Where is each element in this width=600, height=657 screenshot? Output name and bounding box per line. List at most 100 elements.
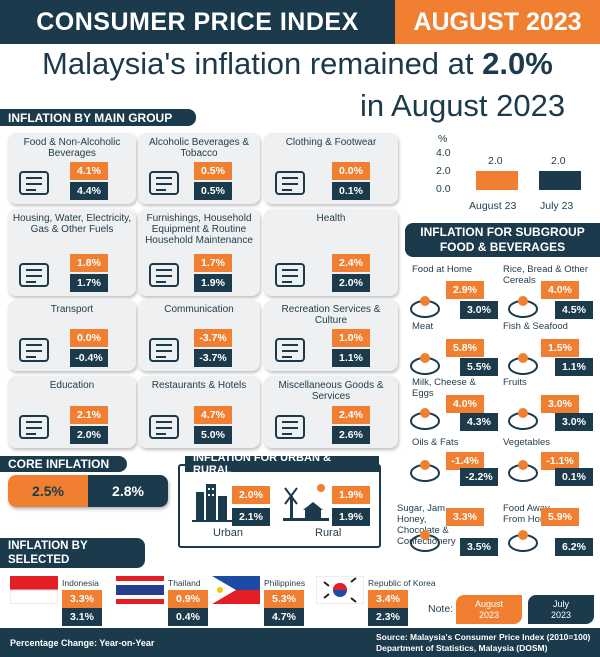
chart-ytick-0: 0.0 bbox=[436, 183, 451, 195]
transport-icon bbox=[16, 333, 52, 363]
subgroup-aug: 5.9% bbox=[541, 508, 579, 526]
burger-icon bbox=[506, 525, 540, 553]
note-legend-july: July 2023 bbox=[528, 595, 594, 624]
country-name: Thailand bbox=[168, 578, 201, 588]
footer-bar bbox=[0, 628, 600, 657]
sofa-icon bbox=[146, 258, 182, 288]
korea-flag-icon bbox=[315, 575, 365, 605]
meat-icon bbox=[408, 348, 442, 376]
main-group-label: Communication bbox=[164, 304, 234, 315]
core-aug: 2.5% bbox=[8, 475, 88, 507]
subgroup-title: INFLATION FOR SUBGROUP FOOD & BEVERAGES bbox=[405, 223, 600, 257]
main-group-aug: 1.0% bbox=[332, 329, 370, 347]
main-group-aug: 1.8% bbox=[70, 254, 108, 272]
indonesia-flag-icon bbox=[9, 576, 59, 605]
country-jul: 2.3% bbox=[368, 608, 408, 626]
subgroup-jul: 3.5% bbox=[460, 538, 498, 556]
rice-bread-icon bbox=[506, 291, 540, 319]
main-group-card: Education 2.1% 2.0% bbox=[8, 376, 136, 448]
chart-xlabel-jul: July 23 bbox=[540, 200, 574, 212]
subgroup-jul: -2.2% bbox=[460, 468, 498, 486]
chart-bar-august bbox=[476, 171, 518, 190]
milk-cheese-icon bbox=[408, 403, 442, 431]
subgroup-label: Milk, Cheese & Eggs bbox=[412, 377, 476, 399]
country-aug: 3.4% bbox=[368, 590, 408, 608]
headline-line2: in August 2023 bbox=[360, 88, 566, 123]
country-aug: 5.3% bbox=[264, 590, 304, 608]
urban-aug: 2.0% bbox=[232, 486, 270, 504]
headline-prefix: Malaysia's inflation remained at bbox=[42, 46, 483, 81]
core-pill: 2.5% 2.8% bbox=[8, 475, 168, 507]
rural-jul: 1.9% bbox=[332, 508, 370, 526]
main-group-card: Transport 0.0% -0.4% bbox=[8, 300, 136, 371]
main-group-label: Health bbox=[316, 213, 346, 224]
header-month: AUGUST 2023 bbox=[395, 0, 600, 44]
misc-goods-icon bbox=[272, 410, 308, 440]
main-group-jul: 1.1% bbox=[332, 349, 370, 367]
country-name: Philippines bbox=[264, 578, 306, 588]
main-group-label: Education bbox=[49, 380, 95, 391]
subgroup-jul: 5.5% bbox=[460, 358, 498, 376]
main-group-aug: 4.7% bbox=[194, 406, 232, 424]
confectionery-icon bbox=[408, 525, 442, 553]
groceries-icon bbox=[16, 166, 52, 196]
core-title: CORE INFLATION bbox=[0, 456, 127, 472]
footer-source: Source: Malaysia's Consumer Price Index … bbox=[376, 632, 591, 642]
subgroup-jul: 3.0% bbox=[555, 413, 593, 431]
subgroup-aug: -1.4% bbox=[446, 452, 484, 470]
headline-value: 2.0% bbox=[482, 46, 553, 81]
main-group-label: Furnishings, Household Equipment & Routi… bbox=[145, 213, 253, 246]
main-group-label: Restaurants & Hotels bbox=[151, 380, 247, 391]
country-jul: 0.4% bbox=[168, 608, 208, 626]
main-group-jul: -3.7% bbox=[194, 349, 232, 367]
subgroup-aug: 2.9% bbox=[446, 281, 484, 299]
main-group-aug: 4.1% bbox=[70, 162, 108, 180]
main-group-card: Alcoholic Beverages & Tobacco 0.5% 0.5% bbox=[138, 133, 260, 204]
urban-rural-title: INFLATION FOR URBAN & RURAL bbox=[185, 452, 379, 476]
main-group-label: Alcoholic Beverages & Tobacco bbox=[148, 137, 250, 159]
headline-line1: Malaysia's inflation remained at 2.0% bbox=[42, 46, 592, 82]
country-jul: 3.1% bbox=[62, 608, 102, 626]
main-group-jul: 2.6% bbox=[332, 426, 370, 444]
main-group-jul: 1.7% bbox=[70, 274, 108, 292]
main-group-card: Miscellaneous Goods & Services 2.4% 2.6% bbox=[264, 376, 398, 448]
clothes-rack-icon bbox=[272, 166, 308, 196]
footer-note: Percentage Change: Year-on-Year bbox=[10, 638, 155, 648]
oil-bottle-icon bbox=[408, 455, 442, 483]
main-group-card: Furnishings, Household Equipment & Routi… bbox=[138, 209, 260, 296]
main-group-aug: 0.5% bbox=[194, 162, 232, 180]
main-group-jul: -0.4% bbox=[70, 349, 108, 367]
urban-jul: 2.1% bbox=[232, 508, 270, 526]
main-group-aug: 2.4% bbox=[332, 406, 370, 424]
main-group-jul: 2.0% bbox=[70, 426, 108, 444]
main-group-label: Transport bbox=[50, 304, 94, 315]
chart-ytick-4: 4.0 bbox=[436, 147, 451, 159]
subgroup-label: Oils & Fats bbox=[412, 437, 459, 448]
note-label: Note: bbox=[428, 603, 454, 615]
countries-title: INFLATION BY SELECTED COUNTRIES bbox=[0, 538, 145, 580]
main-group-card: Health 2.4% 2.0% bbox=[264, 209, 398, 296]
main-group-jul: 4.4% bbox=[70, 182, 108, 200]
main-group-aug: 1.7% bbox=[194, 254, 232, 272]
main-group-label: Clothing & Footwear bbox=[285, 137, 377, 148]
subgroup-label: Fish & Seafood bbox=[503, 321, 568, 332]
chart-bar-july bbox=[539, 171, 581, 190]
subgroup-label: Meat bbox=[412, 321, 434, 332]
communication-icon bbox=[146, 333, 182, 363]
main-group-label: Housing, Water, Electricity, Gas & Other… bbox=[12, 213, 132, 235]
country-name: Republic of Korea bbox=[368, 578, 436, 588]
main-group-aug: 2.4% bbox=[332, 254, 370, 272]
main-group-jul: 2.0% bbox=[332, 274, 370, 292]
subgroup-label: Vegetables bbox=[503, 437, 551, 448]
main-group-aug: 2.1% bbox=[70, 406, 108, 424]
hotel-icon bbox=[146, 410, 182, 440]
main-group-aug: 0.0% bbox=[332, 162, 370, 180]
main-group-label: Miscellaneous Goods & Services bbox=[278, 380, 384, 402]
footer-dept: Department of Statistics, Malaysia (DOSM… bbox=[376, 643, 548, 653]
main-group-card: Clothing & Footwear 0.0% 0.1% bbox=[264, 133, 398, 204]
main-group-jul: 0.1% bbox=[332, 182, 370, 200]
country-aug: 3.3% bbox=[62, 590, 102, 608]
philippines-flag-icon bbox=[212, 576, 260, 604]
main-group-card: Restaurants & Hotels 4.7% 5.0% bbox=[138, 376, 260, 448]
food-at-home-icon bbox=[408, 291, 442, 319]
